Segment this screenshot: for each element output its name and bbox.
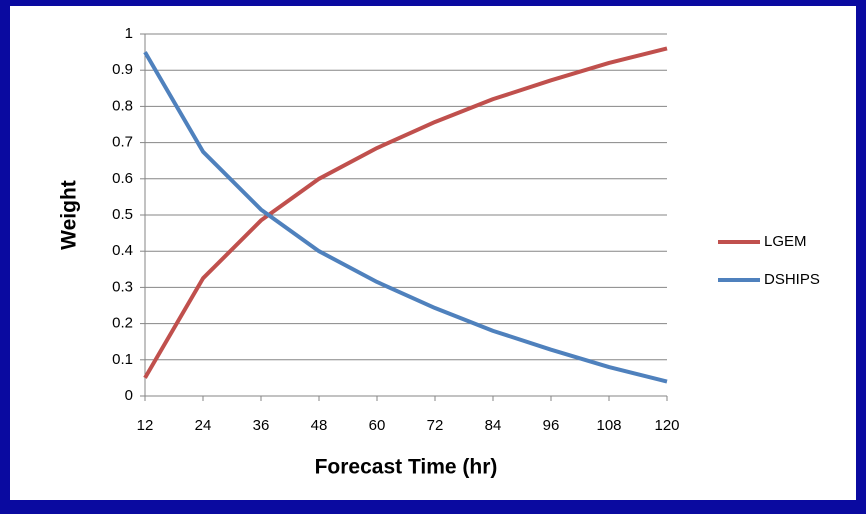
x-tick-label: 36 — [253, 417, 270, 434]
y-tick-label: 1 — [125, 25, 133, 42]
y-tick-label: 0.3 — [112, 278, 133, 295]
y-tick-label: 0.6 — [112, 170, 133, 187]
x-tick-label: 12 — [137, 417, 154, 434]
x-tick-label: 24 — [195, 417, 212, 434]
legend-label: DSHIPS — [764, 271, 820, 288]
y-tick-label: 0.1 — [112, 351, 133, 368]
x-tick-label: 108 — [596, 417, 621, 434]
x-tick-label: 48 — [311, 417, 328, 434]
x-tick-label: 72 — [427, 417, 444, 434]
series-line — [143, 51, 668, 384]
y-tick-label: 0.7 — [112, 134, 133, 151]
x-tick-label: 96 — [543, 417, 560, 434]
legend-label: LGEM — [764, 233, 807, 250]
chart-panel — [10, 6, 856, 500]
y-tick-label: 0.8 — [112, 97, 133, 114]
y-tick-label: 0.9 — [112, 61, 133, 78]
x-tick-label: 84 — [485, 417, 502, 434]
y-tick-label: 0.5 — [112, 206, 133, 223]
x-tick-label: 120 — [654, 417, 679, 434]
series-line — [143, 46, 668, 379]
x-axis-title: Forecast Time (hr) — [315, 456, 498, 479]
y-tick-label: 0 — [125, 387, 133, 404]
y-tick-label: 0.2 — [112, 315, 133, 332]
y-tick-label: 0.4 — [112, 242, 133, 259]
x-tick-label: 60 — [369, 417, 386, 434]
y-axis-title: Weight — [58, 180, 81, 250]
